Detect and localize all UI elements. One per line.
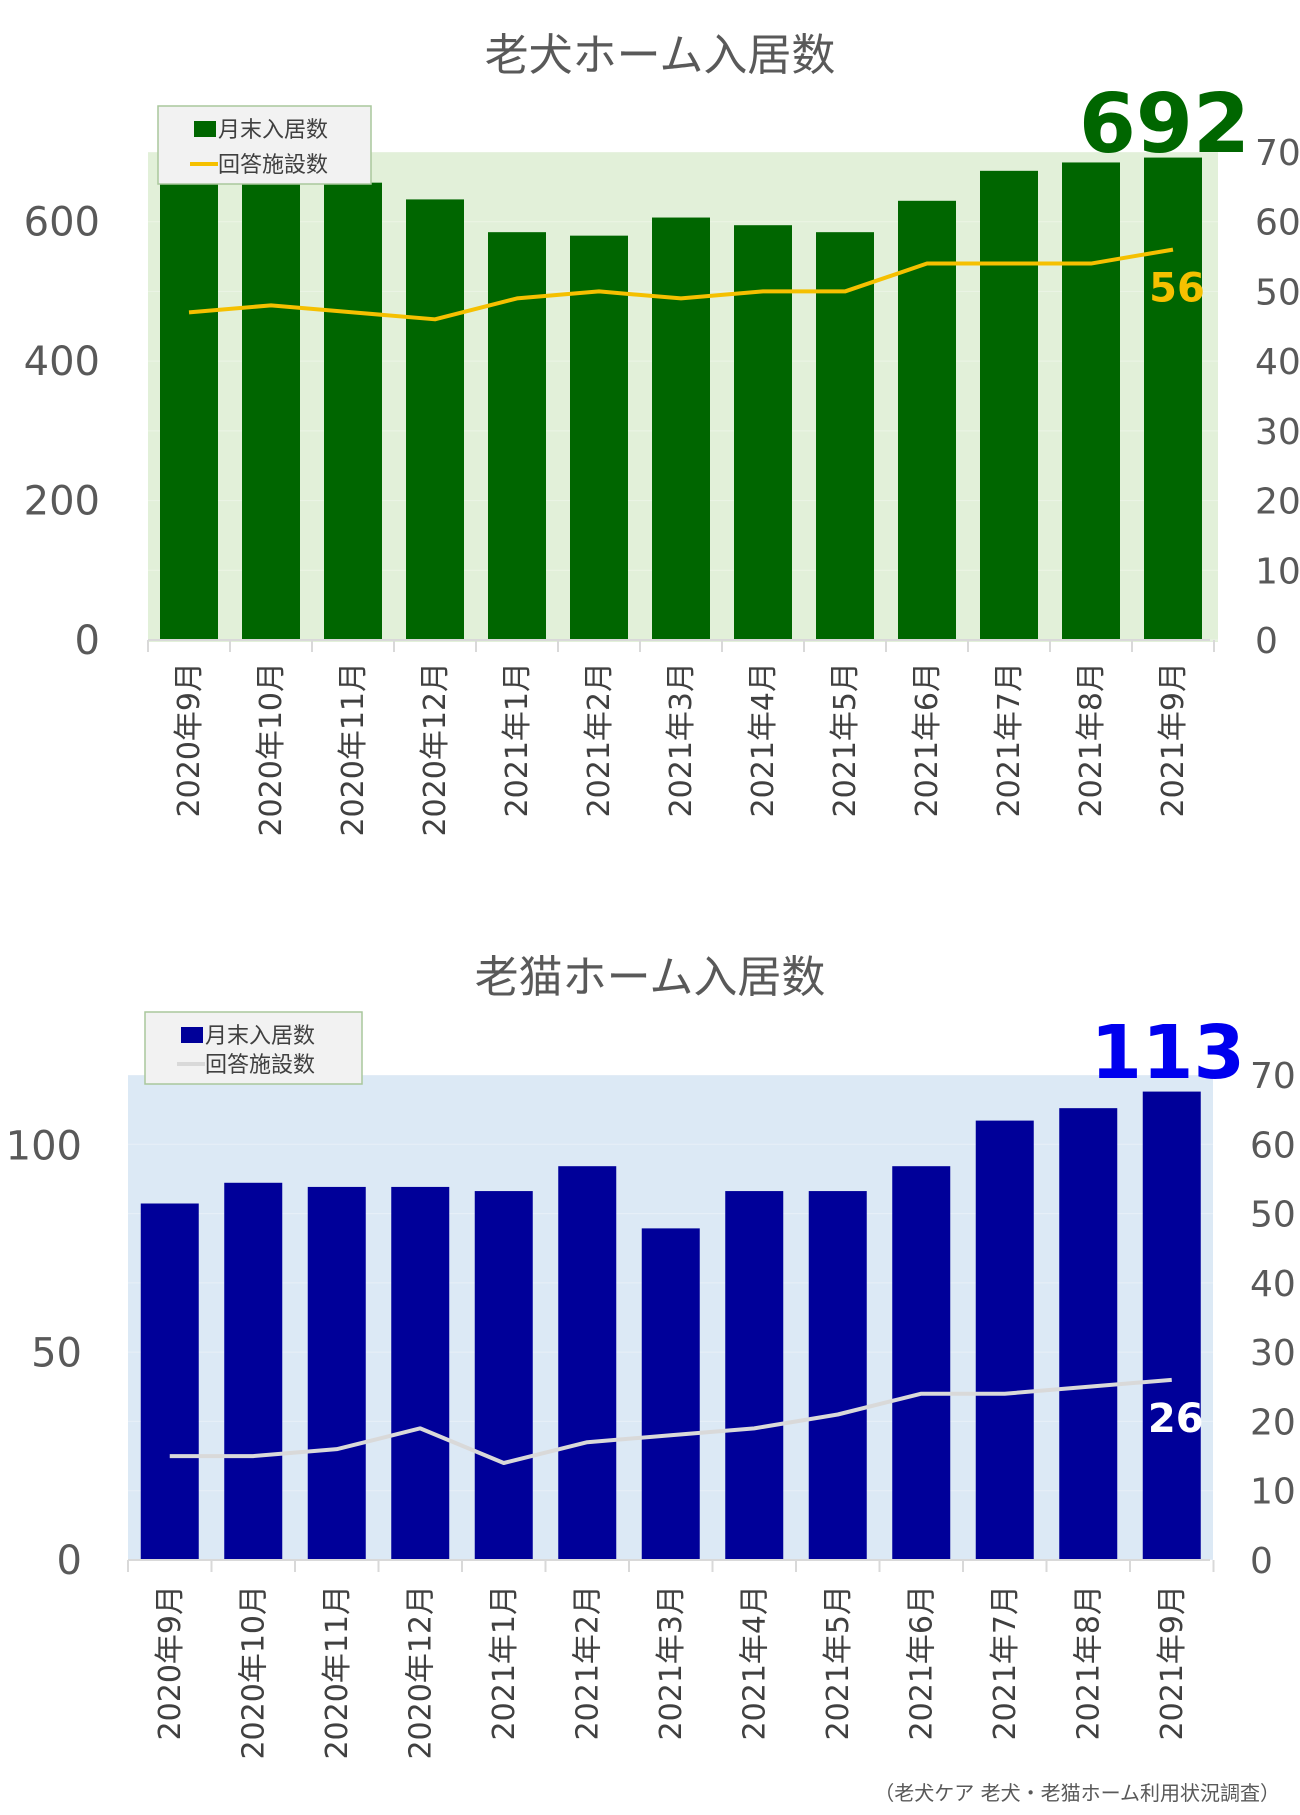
bar [892,1166,951,1560]
x-tick-label: 2021年1月 [487,1585,522,1740]
x-tick-label: 2021年6月 [910,662,945,817]
y-tick-left: 200 [24,479,100,525]
y-tick-right: 60 [1250,1125,1296,1166]
line-end-label: 56 [1149,266,1205,312]
y-tick-left: 600 [24,200,100,246]
latest-value-highlight: 692 [1079,77,1250,172]
bar [242,163,300,640]
bar [406,199,464,641]
legend-label-line: 回答施設数 [218,153,328,178]
legend-box [144,1011,363,1085]
bar [558,1166,617,1560]
y-tick-right: 10 [1255,551,1300,592]
legend-box [157,105,372,185]
bar [1062,162,1120,640]
bar [898,200,956,641]
y-tick-right: 0 [1250,1541,1273,1582]
y-tick-right: 70 [1255,133,1300,174]
x-tick-label: 2020年12月 [403,1585,438,1760]
bar [641,1228,700,1560]
bar [1144,157,1202,640]
bar [975,1120,1034,1560]
bar [725,1191,784,1560]
x-tick-label: 2021年7月 [992,662,1027,817]
y-tick-right: 40 [1250,1264,1296,1305]
bar [570,235,628,640]
legend-label-bars: 月末入居数 [205,1024,315,1049]
x-tick-label: 2021年2月 [582,662,617,817]
legend-label-bars: 月末入居数 [218,118,328,143]
chart-title: 老猫ホーム入居数 [475,952,826,1003]
x-tick-label: 2021年7月 [988,1585,1023,1740]
x-tick-label: 2020年11月 [320,1585,355,1760]
y-tick-right: 50 [1255,272,1300,313]
bar [474,1191,533,1560]
x-tick-label: 2021年4月 [746,662,781,817]
source-note: （老犬ケア 老犬・老猫ホーム利用状況調査） [874,1781,1280,1805]
y-tick-right: 10 [1250,1472,1296,1513]
y-tick-right: 40 [1255,342,1300,383]
x-tick-label: 2021年5月 [828,662,863,817]
y-tick-right: 30 [1255,412,1300,453]
bar [140,1203,199,1560]
x-tick-label: 2021年6月 [904,1585,939,1740]
chart-title: 老犬ホーム入居数 [485,30,836,81]
x-tick-label: 2021年8月 [1074,662,1109,817]
x-tick-label: 2021年9月 [1156,662,1191,817]
x-tick-label: 2020年10月 [236,1585,271,1760]
legend-label-line: 回答施設数 [205,1053,315,1078]
y-tick-left: 0 [57,1538,82,1584]
y-tick-left: 50 [31,1331,82,1377]
bar [307,1186,366,1560]
x-tick-label: 2020年11月 [336,662,371,837]
x-tick-label: 2020年9月 [172,662,207,817]
bar [1142,1091,1201,1560]
y-tick-right: 70 [1250,1056,1296,1097]
legend-bar-swatch [194,121,216,137]
bar [808,1191,867,1560]
x-tick-label: 2021年3月 [654,1585,689,1740]
x-tick-label: 2020年12月 [418,662,453,837]
latest-value-highlight: 113 [1091,1010,1245,1096]
bar [1059,1108,1118,1560]
y-tick-right: 0 [1255,621,1278,662]
x-tick-label: 2021年2月 [570,1585,605,1740]
cat-home-chart: 老猫ホーム入居数 0 50 100 0 10 20 30 40 50 60 70 2020年9月 2020… [6,952,1296,1760]
x-tick-label: 2020年9月 [153,1585,188,1740]
y-tick-left: 400 [24,339,100,385]
y-tick-right: 20 [1255,482,1300,523]
y-tick-right: 30 [1250,1333,1296,1374]
x-tick-label: 2021年5月 [821,1585,856,1740]
line-end-label: 26 [1148,1396,1204,1442]
bar [816,232,874,640]
x-tick-label: 2021年3月 [664,662,699,817]
x-tick-label: 2021年4月 [737,1585,772,1740]
bar [488,232,546,640]
bar [224,1182,283,1560]
bar [980,170,1038,640]
bar [652,217,710,640]
x-tick-label: 2021年1月 [500,662,535,817]
bar [734,225,792,640]
y-tick-left: 100 [6,1123,82,1169]
y-tick-right: 50 [1250,1195,1296,1236]
x-tick-label: 2021年8月 [1071,1585,1106,1740]
bar [324,182,382,640]
dog-home-chart: 老犬ホーム入居数 0 200 400 600 0 10 20 30 40 50 60 70 2020年9月… [24,30,1300,837]
y-tick-left: 0 [75,618,100,664]
y-tick-right: 60 [1255,203,1300,244]
y-tick-right: 20 [1250,1402,1296,1443]
bar [160,168,218,640]
legend-bar-swatch [181,1027,203,1043]
x-tick-label: 2020年10月 [254,662,289,837]
x-tick-label: 2021年9月 [1155,1585,1190,1740]
bar [391,1186,450,1560]
